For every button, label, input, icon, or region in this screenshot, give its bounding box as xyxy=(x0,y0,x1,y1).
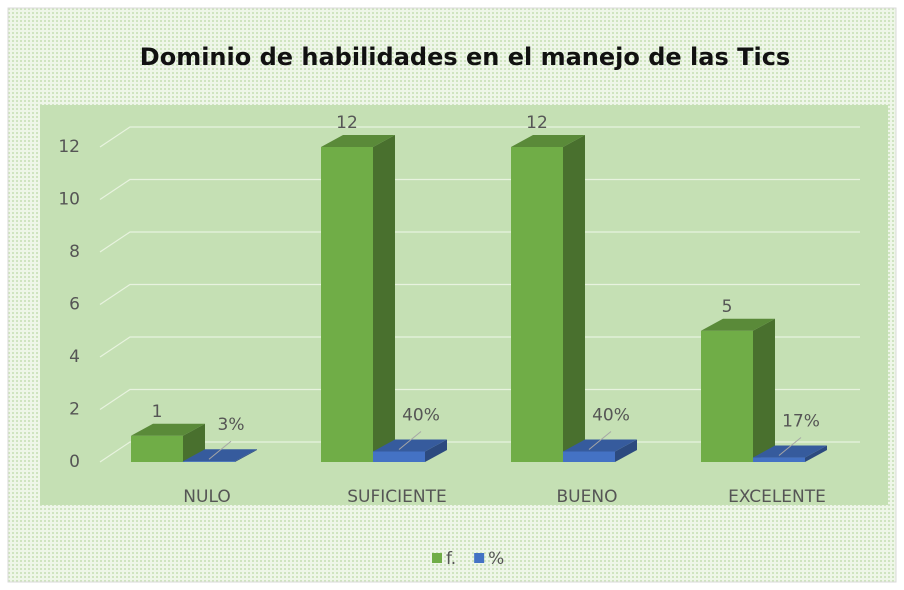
data-label: 12 xyxy=(336,113,358,133)
bar-side xyxy=(373,135,395,462)
data-label: 3% xyxy=(218,415,245,435)
data-label: 40% xyxy=(402,406,440,426)
bar xyxy=(753,445,827,462)
x-tick-label: BUENO xyxy=(557,487,618,507)
bar-side xyxy=(235,449,257,462)
bar xyxy=(563,439,637,462)
data-label: 5 xyxy=(722,297,733,317)
bar xyxy=(183,449,257,462)
bar-top xyxy=(373,439,447,452)
bar-top xyxy=(321,135,395,147)
y-tick-label: 10 xyxy=(58,190,80,210)
bar-front xyxy=(131,435,183,462)
bar-top xyxy=(563,439,637,452)
bar-front xyxy=(511,147,563,462)
x-tick-label: NULO xyxy=(183,487,230,507)
bar-side xyxy=(753,318,775,462)
bar xyxy=(373,439,447,462)
bar-front xyxy=(373,451,425,462)
bar-side xyxy=(805,445,827,462)
bar-top xyxy=(511,135,585,147)
y-tick-label: 12 xyxy=(58,137,80,157)
bar-top xyxy=(183,449,257,462)
y-tick-label: 2 xyxy=(69,400,80,420)
grid-line xyxy=(99,231,860,253)
y-tick-label: 0 xyxy=(69,452,80,472)
data-label: 17% xyxy=(782,412,820,432)
data-label: 40% xyxy=(592,406,630,426)
bar-front xyxy=(701,330,753,462)
x-tick-label: EXCELENTE xyxy=(728,487,826,507)
bar-front xyxy=(321,147,373,462)
bar-top xyxy=(753,445,827,458)
bar-front xyxy=(753,457,805,462)
legend-label: f. xyxy=(446,549,456,569)
bar-top xyxy=(131,423,205,436)
bar xyxy=(511,135,585,462)
grid-line xyxy=(99,388,860,410)
bar-side xyxy=(425,439,447,462)
bar-top xyxy=(701,318,775,331)
leader-line xyxy=(208,440,232,460)
data-label: 1 xyxy=(152,402,163,422)
grid-line xyxy=(99,283,860,305)
grid-line xyxy=(99,178,860,200)
x-tick-label: SUFICIENTE xyxy=(347,487,447,507)
bar xyxy=(701,318,775,462)
grid-line xyxy=(99,126,860,148)
y-tick-label: 4 xyxy=(69,347,80,367)
bar xyxy=(131,423,205,462)
legend-label: % xyxy=(488,549,504,569)
bar-front xyxy=(183,461,235,462)
chart-title: Dominio de habilidades en el manejo de l… xyxy=(140,43,790,71)
y-tick-label: 8 xyxy=(69,242,80,262)
legend-swatch xyxy=(432,553,442,563)
leader-line xyxy=(398,431,422,450)
grid-line xyxy=(99,336,860,358)
bar xyxy=(321,135,395,462)
leader-line xyxy=(588,431,612,450)
legend-swatch xyxy=(474,553,485,563)
leader-line xyxy=(778,437,802,456)
bar-side xyxy=(615,439,637,462)
bar-side xyxy=(563,135,585,462)
data-label: 12 xyxy=(526,113,548,133)
y-tick-label: 6 xyxy=(69,295,80,315)
bar-front xyxy=(563,451,615,462)
